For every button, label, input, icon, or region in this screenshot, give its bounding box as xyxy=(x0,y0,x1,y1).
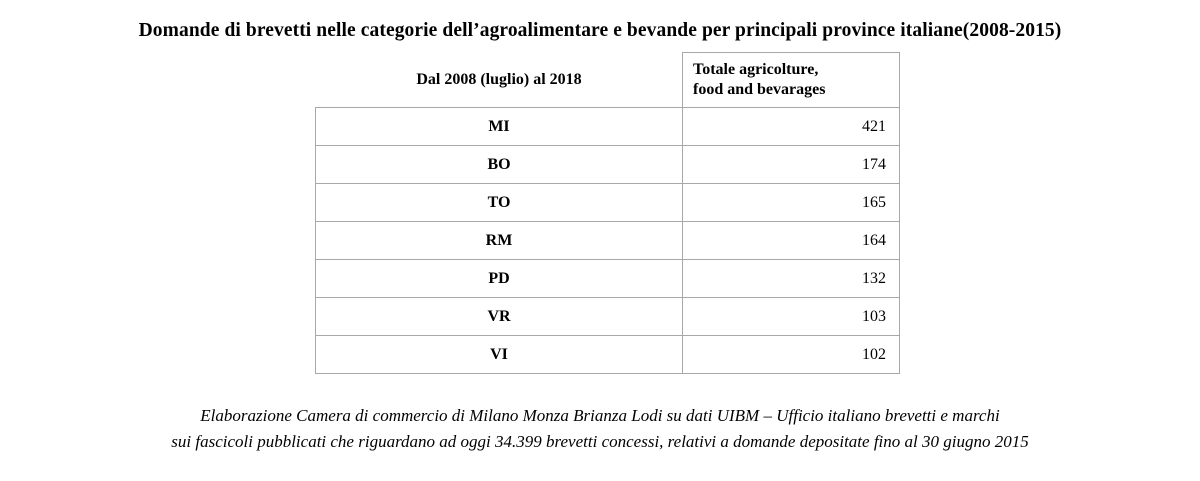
province-value: 102 xyxy=(682,335,900,374)
source-note-line1: Elaborazione Camera di commercio di Mila… xyxy=(200,406,1000,425)
province-code: TO xyxy=(315,183,683,222)
province-value: 164 xyxy=(682,221,900,260)
patents-table: Dal 2008 (luglio) al 2018 Totale agricol… xyxy=(315,52,900,374)
table-header-period: Dal 2008 (luglio) al 2018 xyxy=(315,52,683,108)
province-code: PD xyxy=(315,259,683,298)
table-row: VI 102 xyxy=(315,335,900,374)
province-code: VI xyxy=(315,335,683,374)
page-title: Domande di brevetti nelle categorie dell… xyxy=(138,20,1062,41)
table-row: TO 165 xyxy=(315,183,900,222)
table-row: VR 103 xyxy=(315,297,900,336)
table-header-total-line1: Totale agricolture, xyxy=(693,61,819,78)
source-note: Elaborazione Camera di commercio di Mila… xyxy=(0,403,1200,456)
province-code: MI xyxy=(315,107,683,146)
table-header-row: Dal 2008 (luglio) al 2018 Totale agricol… xyxy=(315,52,900,108)
province-code: BO xyxy=(315,145,683,184)
province-code: RM xyxy=(315,221,683,260)
province-value: 103 xyxy=(682,297,900,336)
province-value: 132 xyxy=(682,259,900,298)
province-value: 165 xyxy=(682,183,900,222)
province-value: 421 xyxy=(682,107,900,146)
province-value: 174 xyxy=(682,145,900,184)
table-row: PD 132 xyxy=(315,259,900,298)
province-code: VR xyxy=(315,297,683,336)
table-header-total: Totale agricolture, food and bevarages xyxy=(682,52,900,108)
table-row: MI 421 xyxy=(315,107,900,146)
table-header-total-line2: food and bevarages xyxy=(693,81,826,98)
table-row: BO 174 xyxy=(315,145,900,184)
table-row: RM 164 xyxy=(315,221,900,260)
source-note-line2: sui fascicoli pubblicati che riguardano … xyxy=(171,432,1029,452)
